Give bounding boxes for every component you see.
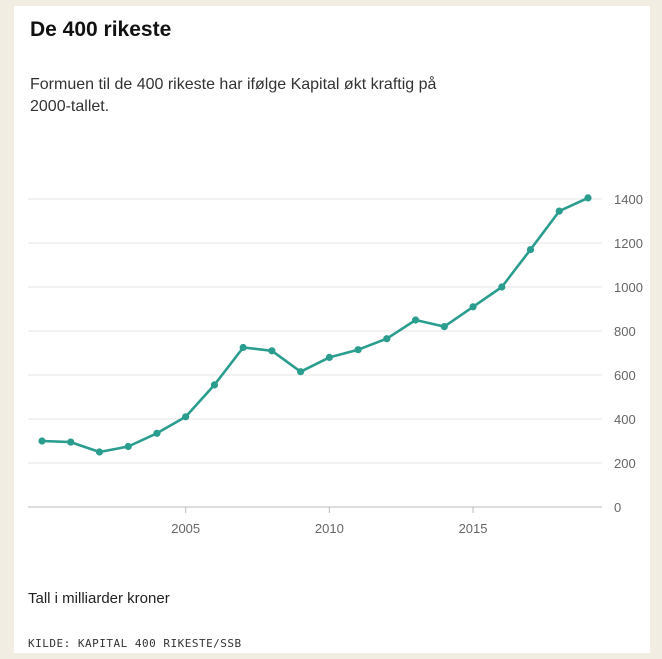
x-tick-label-2005: 2005 xyxy=(171,521,200,536)
data-point-2003 xyxy=(124,442,132,451)
data-point-2010 xyxy=(325,353,333,361)
data-point-2018 xyxy=(555,207,563,215)
line-chart: 0 200 400 600 800 1000 1200 1400 2005 2010 2015 xyxy=(28,192,643,536)
data-point-2008 xyxy=(268,347,276,355)
y-tick-label-0: 0 xyxy=(614,500,621,515)
chart-subtitle: Formuen til de 400 rikeste har ifølge Ka… xyxy=(30,76,437,115)
chart-title: De 400 rikeste xyxy=(30,18,172,41)
y-tick-label-400: 400 xyxy=(614,412,636,427)
data-point-2019 xyxy=(584,194,592,202)
data-point-2011 xyxy=(354,346,362,354)
data-point-2004 xyxy=(153,429,161,437)
data-point-2009 xyxy=(297,368,305,376)
y-tick-label-800: 800 xyxy=(614,324,636,339)
data-point-2001 xyxy=(67,438,75,446)
y-tick-label-1200: 1200 xyxy=(614,236,643,251)
y-tick-label-200: 200 xyxy=(614,456,636,471)
data-point-2002 xyxy=(95,448,104,456)
y-tick-label-1400: 1400 xyxy=(614,192,643,207)
data-point-2014 xyxy=(440,323,448,331)
unit-note: Tall i milliarder kroner xyxy=(28,590,170,607)
data-point-2015 xyxy=(469,303,477,311)
data-point-2007 xyxy=(239,343,247,352)
chart-card: De 400 rikeste Formuen til de 400 rikest… xyxy=(14,6,650,653)
data-point-2013 xyxy=(411,316,420,324)
y-tick-label-600: 600 xyxy=(614,368,636,383)
x-tick-label-2010: 2010 xyxy=(315,521,344,536)
data-point-2017 xyxy=(526,246,535,254)
x-tick-label-2015: 2015 xyxy=(459,521,488,536)
data-point-2006 xyxy=(210,381,219,389)
source-note: KILDE: KAPITAL 400 RIKESTE/SSB xyxy=(28,637,242,650)
series-line xyxy=(40,196,590,454)
data-point-2012 xyxy=(383,335,391,343)
y-tick-label-1000: 1000 xyxy=(614,280,643,295)
data-point-2016 xyxy=(498,283,506,291)
data-point-2005 xyxy=(182,413,190,421)
data-point-2000 xyxy=(38,437,46,445)
